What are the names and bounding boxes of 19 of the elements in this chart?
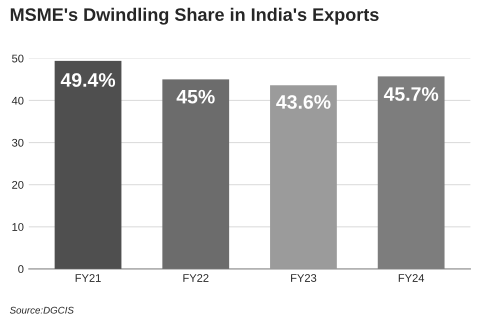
bar [162,79,230,269]
y-tick-label: 30 [12,138,24,147]
x-tick-label: FY23 [291,274,316,282]
y-tick-label: 40 [12,96,24,105]
x-tick-label: FY21 [76,274,101,282]
data-label: 49.4% [60,73,116,87]
data-label: 45.7% [384,87,438,101]
chart-title: MSME's Dwindling Share in India's Exports [10,8,379,25]
y-tick-label: 20 [12,180,24,189]
data-label: 45% [176,90,215,104]
x-tick-label: FY22 [183,274,208,282]
source-note: Source:DGCIS [10,306,74,314]
y-tick-label: 50 [12,54,24,62]
bar [270,85,337,269]
y-tick-label: 0 [18,265,24,274]
y-tick-label: 10 [12,223,24,231]
bar [54,60,122,269]
data-label: 43.6% [276,95,331,109]
x-tick-label: FY24 [398,274,424,282]
